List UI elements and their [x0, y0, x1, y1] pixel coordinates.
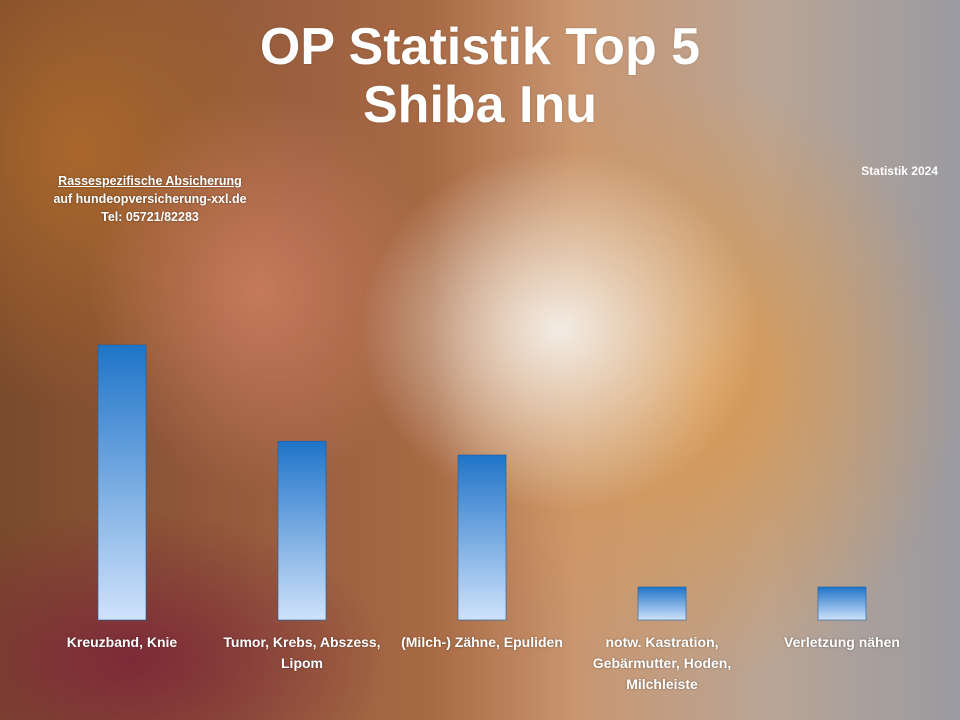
- title-line: OP Statistik Top 5: [259, 18, 701, 76]
- bar: [817, 586, 867, 621]
- category-label: (Milch-) Zähne, Epuliden: [401, 634, 563, 650]
- info-phone: Tel: 05721/82283: [101, 210, 199, 224]
- info-website: auf hundeopversicherung-xxl.de: [53, 192, 247, 206]
- category-label: notw. Kastration, Gebärmutter, Hoden, Mi…: [592, 634, 732, 692]
- year-label: Statistik 2024: [861, 164, 938, 178]
- bar: [97, 344, 147, 621]
- subtitle-line: Shiba Inu: [363, 76, 597, 134]
- category-label: Tumor, Krebs, Abszess, Lipom: [223, 634, 381, 671]
- bar: [637, 586, 687, 621]
- info-block: Rassespezifische Absicherung auf hundeop…: [40, 172, 260, 226]
- info-heading: Rassespezifische Absicherung: [58, 174, 242, 188]
- bar: [277, 440, 327, 621]
- category-label: Kreuzband, Knie: [66, 634, 178, 650]
- chart-title: OP Statistik Top 5 Shiba Inu: [0, 18, 960, 134]
- bar: [457, 454, 507, 621]
- category-label: Verletzung nähen: [784, 634, 900, 650]
